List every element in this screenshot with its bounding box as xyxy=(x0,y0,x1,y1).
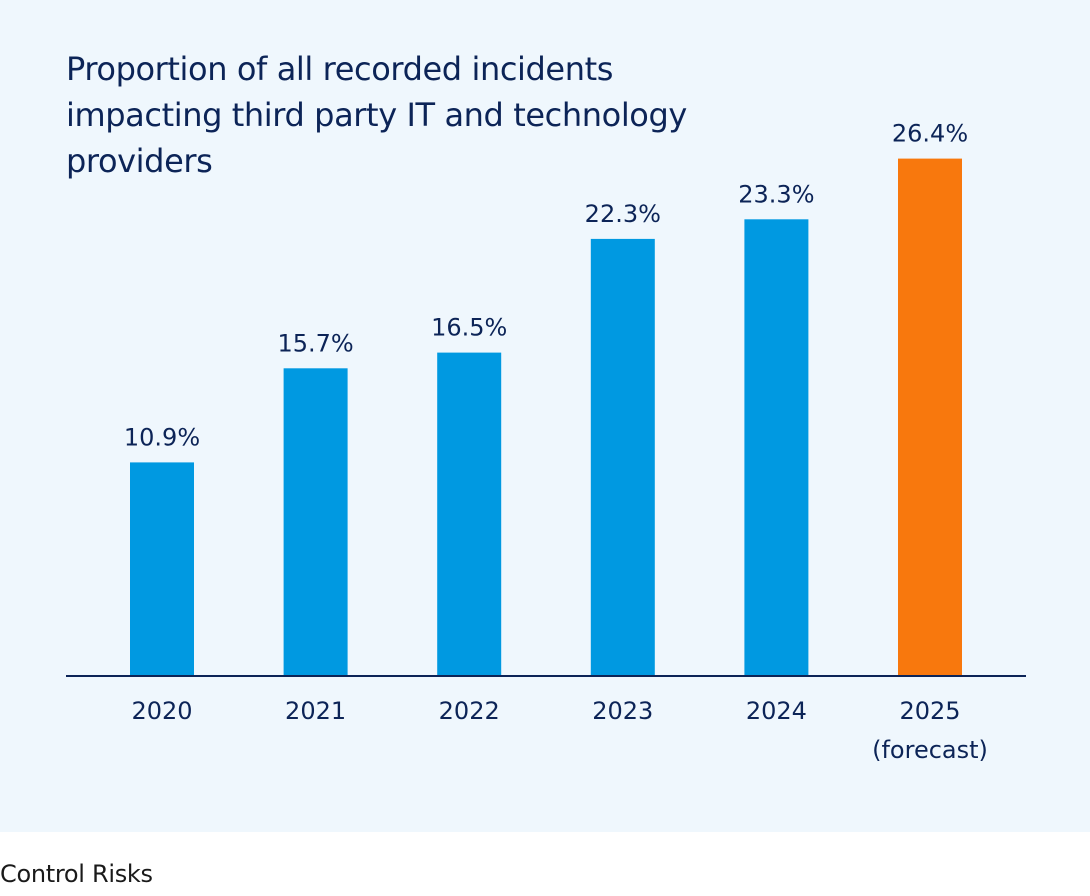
source-label: Control Risks xyxy=(0,860,153,888)
x-tick-label-2024: 2024 xyxy=(746,697,807,725)
bar-chart: 10.9%15.7%16.5%22.3%23.3%26.4% 2020 2021 2… xyxy=(66,120,1026,764)
x-tick-labels-group: 2020 2021 2022 2023 2024 2025 (forecast) xyxy=(131,697,987,764)
chart-title: Proportion of all recorded incidents imp… xyxy=(66,50,687,180)
bars-group xyxy=(130,158,962,677)
bar-2020 xyxy=(130,462,194,676)
bar-2023 xyxy=(590,238,655,676)
value-labels-group: 10.9% 15.7% 16.5% 22.3% 23.3% 26.4% xyxy=(124,120,968,452)
bar-value-label-2021: 15.7% xyxy=(277,329,353,357)
x-tick-label-2025-line-2: (forecast) xyxy=(872,736,988,764)
bar-2025 xyxy=(898,158,962,677)
bar-2024 xyxy=(744,219,809,677)
x-tick-label-2022: 2022 xyxy=(439,697,500,725)
bar-value-label-2022: 16.5% xyxy=(431,314,507,342)
x-tick-label-2020: 2020 xyxy=(131,697,192,725)
bar-2022 xyxy=(437,352,502,676)
bar-value-label-2023: 22.3% xyxy=(585,200,661,228)
x-tick-label-2021: 2021 xyxy=(285,697,346,725)
bar-value-label-2024: 23.3% xyxy=(738,180,814,208)
x-tick-label-2025: 2025 xyxy=(899,697,960,725)
x-tick-label-2023: 2023 xyxy=(592,697,653,725)
bar-2021 xyxy=(283,368,348,676)
bar-value-label-2020: 10.9% xyxy=(124,423,200,451)
bar-value-label-2025: 26.4% xyxy=(892,120,968,148)
